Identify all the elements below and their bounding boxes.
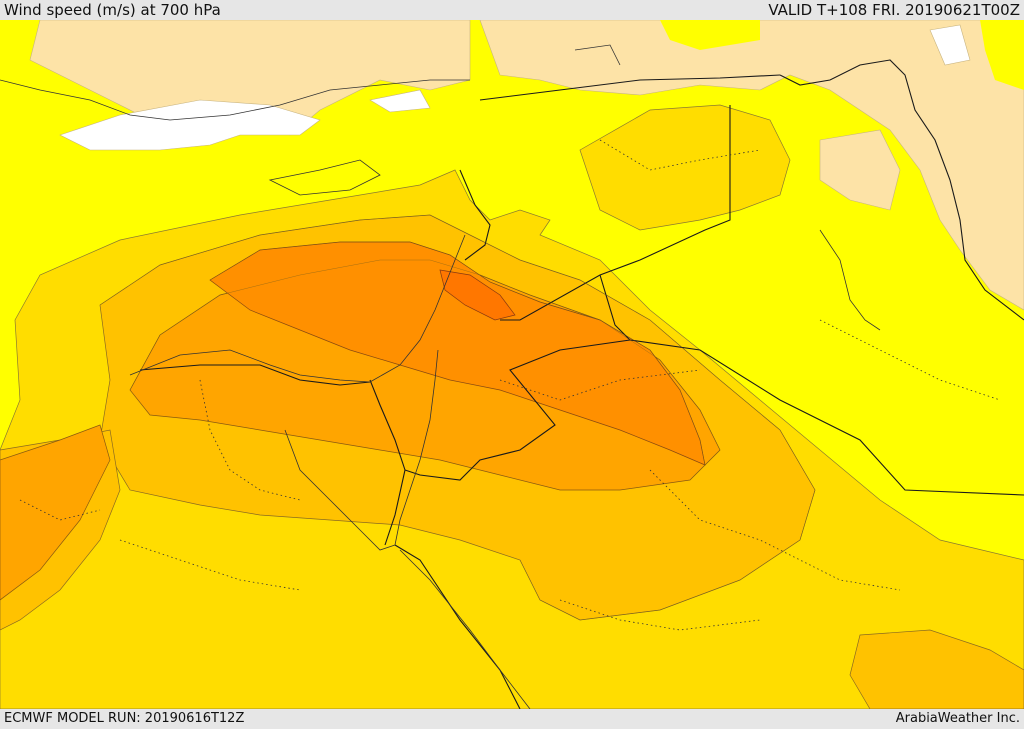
lowest-wind-patch [59,99,321,151]
wind-speed-map [0,20,1024,709]
contour-lines [99,214,816,621]
model-run: ECMWF MODEL RUN: 20190616T12Z [4,711,245,726]
lowest-wind-patch-2 [369,89,431,113]
country-boundaries [139,59,1024,709]
wind-band-1-east [579,104,791,231]
valid-time: VALID T+108 FRI. 20190621T00Z [768,1,1020,19]
wind-band-3-southwest [0,424,111,601]
map-title: Wind speed (m/s) at 700 hPa [4,1,221,19]
coastlines [0,44,881,709]
wind-band-5 [439,269,516,321]
map-svg [0,20,1024,709]
lowest-wind-patch-3 [929,24,971,66]
header-bar: Wind speed (m/s) at 700 hPa VALID T+108 … [0,0,1024,20]
admin-lines [19,139,1001,631]
footer-bar: ECMWF MODEL RUN: 20190616T12Z ArabiaWeat… [0,709,1024,729]
calm-region-east [819,129,901,211]
calm-yellow-north [660,20,760,50]
wind-band-2-se [849,629,1024,709]
calm-yellow-northeast [980,20,1024,90]
credit-text: ArabiaWeather Inc. [895,711,1020,726]
